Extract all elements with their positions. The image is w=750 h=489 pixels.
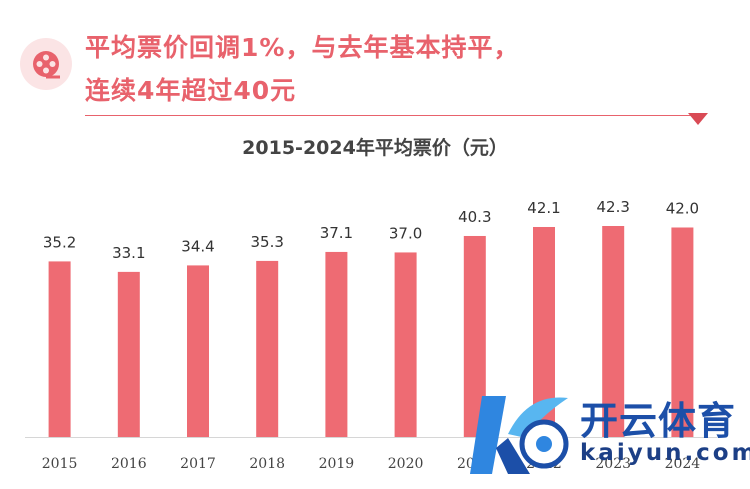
value-label-2015: 35.2 xyxy=(43,233,76,251)
value-label-2021: 40.3 xyxy=(458,208,491,226)
k-logo-icon xyxy=(470,396,569,474)
x-tick-2018: 2018 xyxy=(249,456,285,472)
bar-2015 xyxy=(48,261,71,437)
bar-2022 xyxy=(533,226,555,437)
x-tick-2015: 2015 xyxy=(42,456,78,472)
watermark: 开云体育 kaiyun.com xyxy=(468,388,750,483)
headline: 平均票价回调1%，与去年基本持平， 连续4年超过40元 xyxy=(85,26,519,112)
value-label-2017: 34.4 xyxy=(181,237,214,255)
bar-2017 xyxy=(187,265,209,437)
film-reel-icon xyxy=(20,38,72,90)
value-label-2024: 42.0 xyxy=(666,199,699,217)
watermark-chinese: 开云体育 xyxy=(580,399,737,443)
bar-2018 xyxy=(256,260,279,437)
x-tick-2024: 2024 xyxy=(665,456,701,472)
chart-title: 2015-2024年平均票价（元） xyxy=(242,137,508,159)
x-tick-2020: 2020 xyxy=(388,456,424,472)
watermark-url: kaiyun.com xyxy=(580,440,750,466)
header-divider xyxy=(85,115,700,116)
value-label-2022: 42.1 xyxy=(527,199,560,217)
x-tick-2023: 2023 xyxy=(595,456,631,472)
x-tick-2017: 2017 xyxy=(180,456,216,472)
bar-2019 xyxy=(325,251,348,437)
x-tick-2019: 2019 xyxy=(319,456,355,472)
bar-2023 xyxy=(602,226,625,437)
value-label-2023: 42.3 xyxy=(596,198,629,216)
x-tick-2016: 2016 xyxy=(111,456,147,472)
value-label-2020: 37.0 xyxy=(389,224,422,242)
value-label-2019: 37.1 xyxy=(320,224,353,242)
value-label-2016: 33.1 xyxy=(112,244,145,262)
bar-2016 xyxy=(117,271,140,437)
divider-arrow-icon xyxy=(688,113,708,125)
bar-2021 xyxy=(463,235,486,437)
headline-line-2: 连续4年超过40元 xyxy=(85,76,297,105)
bar-2020 xyxy=(394,252,417,437)
headline-line-1: 平均票价回调1%，与去年基本持平， xyxy=(85,33,520,62)
bar-2024 xyxy=(671,227,694,437)
value-label-2018: 35.3 xyxy=(250,233,283,251)
